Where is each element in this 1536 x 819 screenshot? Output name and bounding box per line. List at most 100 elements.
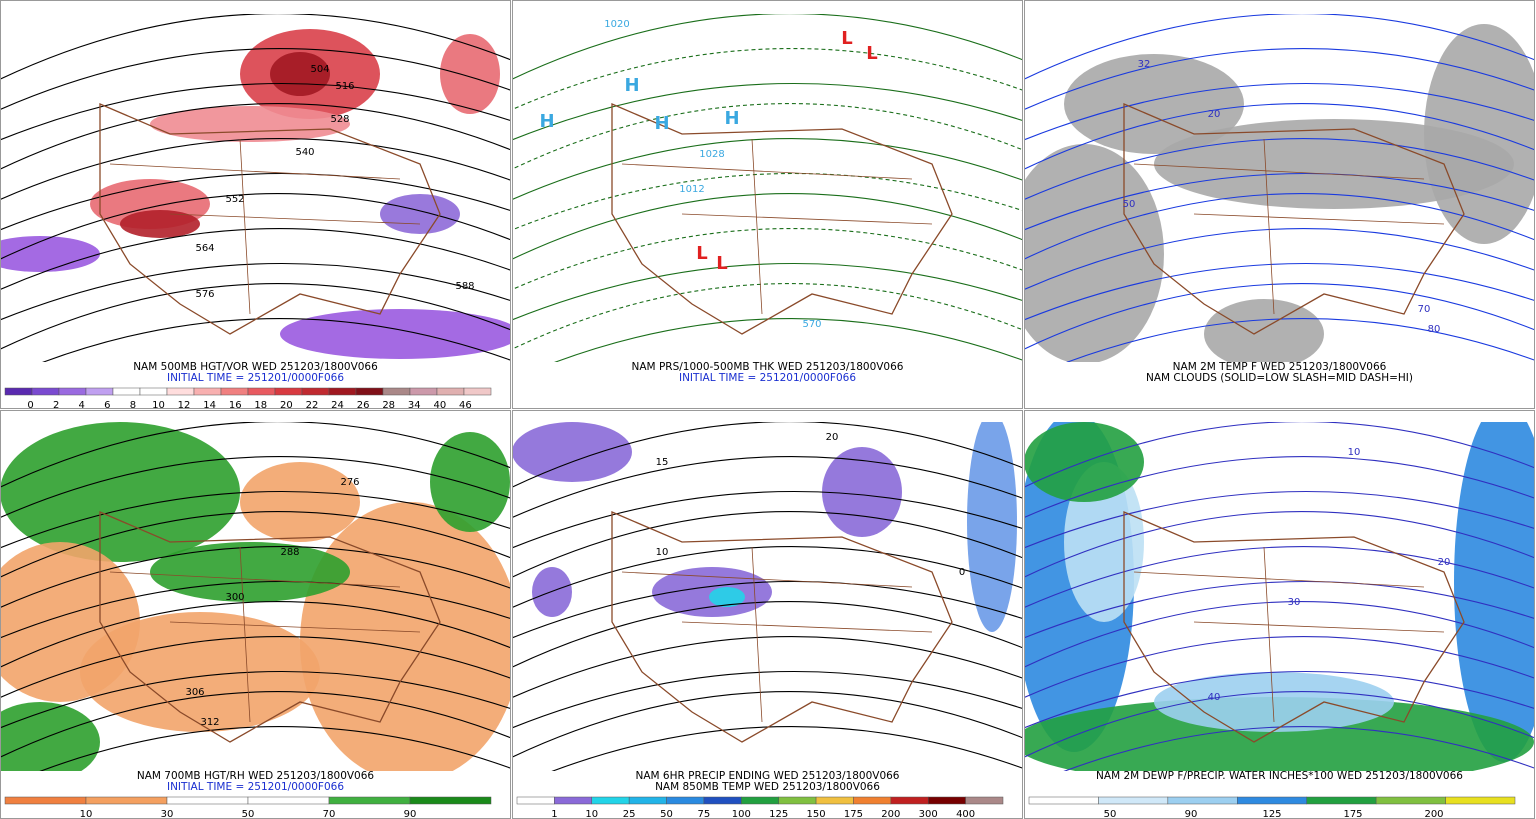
shaded-region	[300, 502, 510, 771]
map-label: 288	[280, 547, 299, 558]
shaded-region	[150, 542, 350, 602]
contour	[1025, 227, 1534, 290]
panel: 276 288 300 306 312 NAM 700MB HGT/RH WED 2512…	[0, 410, 511, 819]
colorbar-segment	[328, 387, 357, 396]
caption: NAM 700MB HGT/RH WED 251203/1800V066	[137, 770, 375, 782]
colorbar-label: 75	[698, 809, 711, 819]
colorbar-label: 28	[382, 400, 395, 411]
colorbar-segment	[301, 387, 330, 396]
shaded-region	[1064, 54, 1244, 154]
contour	[1025, 172, 1534, 231]
map-label: 1028	[699, 149, 724, 160]
contour	[1, 670, 510, 729]
map: 30 20 40 10	[1025, 422, 1534, 771]
shaded-region	[120, 210, 200, 238]
map-label: 300	[225, 592, 244, 603]
colorbar-segment	[778, 796, 817, 805]
caption: INITIAL TIME = 251201/0000F066	[167, 781, 344, 793]
contour	[1025, 455, 1534, 518]
colorbar-segment	[666, 796, 705, 805]
map-label: 306	[185, 687, 204, 698]
map-label: 20	[1438, 557, 1451, 568]
map-background	[513, 14, 1022, 362]
contour	[1, 601, 510, 668]
shaded-region	[709, 587, 745, 607]
map: 0 10 20 15	[513, 422, 1022, 771]
contour	[513, 103, 1022, 170]
colorbar-label: 22	[306, 400, 319, 411]
colorbar-label: 10	[152, 400, 165, 411]
map-label: 276	[340, 477, 359, 488]
colorbar-segment	[591, 796, 630, 805]
contour	[1025, 422, 1534, 488]
panel: 32 20 50 70 80 NAM 2M TEMP F WED 251203/1800V…	[1024, 0, 1535, 409]
colorbar-segment	[193, 387, 222, 396]
contour	[513, 137, 1022, 200]
map-label: H	[724, 108, 739, 129]
contour	[1025, 691, 1534, 758]
colorbar-segment	[853, 796, 892, 805]
colorbar-label: 0	[27, 400, 33, 411]
shaded-region	[1, 236, 100, 272]
colorbar-segment	[382, 387, 411, 396]
contour	[513, 14, 1022, 80]
colorbar-segment	[31, 387, 60, 396]
contour	[1025, 262, 1534, 321]
shaded-region	[532, 567, 572, 617]
contour	[1, 82, 510, 141]
colorbar-label: 8	[130, 400, 136, 411]
colorbar-label: 50	[1104, 809, 1117, 819]
coastline	[611, 511, 953, 743]
contour	[513, 670, 1022, 729]
colorbar-segment	[1306, 796, 1377, 805]
colorbar-segment	[890, 796, 929, 805]
colorbar-segment	[1237, 796, 1307, 805]
colorbar-label: 400	[956, 809, 975, 819]
map-label: H	[654, 113, 669, 134]
colorbar-segment	[58, 387, 87, 396]
shaded-region	[513, 422, 632, 482]
colorbar-label: 175	[844, 809, 863, 819]
map-label: 576	[195, 289, 214, 300]
colorbar-label: 2	[53, 400, 59, 411]
colorbar-segment	[463, 387, 492, 396]
border	[621, 138, 933, 315]
colorbar-segment	[554, 796, 593, 805]
colorbar-segment	[741, 796, 779, 805]
shaded-region	[1454, 422, 1534, 762]
colorbar-segment	[1028, 796, 1099, 805]
contour	[1, 580, 510, 639]
map-label: 40	[1208, 692, 1221, 703]
map-label: 552	[225, 194, 244, 205]
contour	[513, 691, 1022, 758]
map-label: 32	[1138, 59, 1151, 70]
map-label: 1020	[604, 19, 629, 30]
colorbar-label: 24	[331, 400, 344, 411]
map-label: 570	[802, 319, 821, 330]
map-label: 80	[1428, 324, 1441, 335]
colorbar-segment	[355, 387, 384, 396]
contour	[513, 47, 1022, 110]
contour	[513, 455, 1022, 518]
contour	[513, 283, 1022, 350]
contour	[513, 545, 1022, 608]
coastline	[1123, 511, 1465, 743]
colorbar-label: 34	[408, 400, 421, 411]
caption: NAM 850MB TEMP WED 251203/1800V066	[655, 781, 880, 793]
map-layer: 30 20 40 10	[1025, 422, 1534, 771]
map-label: 10	[656, 547, 669, 558]
colorbar-segment	[1445, 796, 1516, 805]
map: 504 516 528 540 552 564 576 588	[1, 14, 510, 362]
panel: 504 516 528 540 552 564 576 588 NAM 500MB HGT/VO…	[0, 0, 511, 411]
map-label: 20	[1208, 109, 1221, 120]
colorbar-label: 25	[623, 809, 636, 819]
map-label: H	[624, 75, 639, 96]
map-label: 312	[200, 717, 219, 728]
caption: INITIAL TIME = 251201/0000F066	[679, 372, 856, 384]
contour	[513, 172, 1022, 231]
colorbar-segment	[516, 796, 555, 805]
colorbar-segment	[112, 387, 141, 396]
coastline	[1123, 103, 1465, 335]
colorbar-label: 10	[80, 809, 93, 819]
colorbar-segment	[815, 796, 854, 805]
